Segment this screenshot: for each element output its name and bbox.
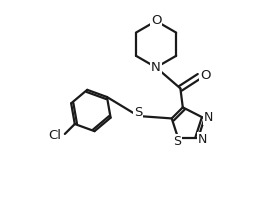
Text: N: N [204,111,214,124]
Text: Cl: Cl [48,129,61,141]
Text: S: S [134,106,143,119]
Text: S: S [173,135,181,148]
Text: O: O [151,15,161,27]
Text: O: O [200,69,211,82]
Text: N: N [198,133,207,146]
Text: N: N [151,61,161,74]
